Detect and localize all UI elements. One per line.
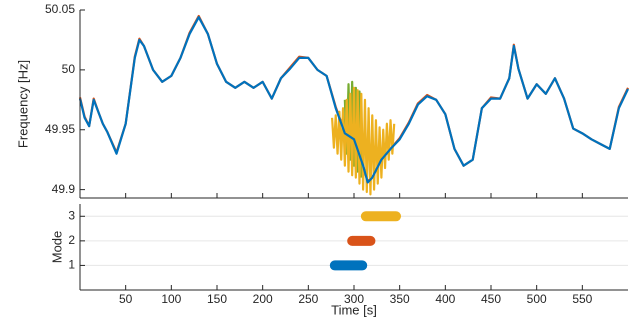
y-tick-label: 3 (68, 208, 75, 222)
x-tick-label: 350 (390, 292, 410, 306)
x-tick-label: 500 (527, 292, 547, 306)
y-tick-label: 49.95 (45, 122, 75, 136)
y-tick-label: 50.05 (45, 2, 75, 16)
series-line (78, 16, 629, 184)
x-tick-label: 550 (572, 292, 592, 306)
x-tick-label: 50 (119, 292, 133, 306)
y-tick-label: 50 (62, 62, 76, 76)
y-tick-label: 49.9 (52, 182, 76, 196)
x-tick-label: 450 (481, 292, 501, 306)
y-axis-label: Mode (49, 231, 64, 264)
frequency-plot: 49.9 49.95 50 50.05 (45, 2, 629, 199)
y-tick-label: 1 (68, 258, 75, 272)
y-tick-label: 2 (68, 233, 75, 247)
x-tick-label: 100 (161, 292, 181, 306)
x-axis-label: Time [s] (331, 302, 377, 317)
x-tick-label: 200 (253, 292, 273, 306)
x-tick-label: 400 (435, 292, 455, 306)
x-tick-label: 250 (298, 292, 318, 306)
y-axis-label: Frequency [Hz] (15, 60, 30, 148)
x-tick-label: 150 (207, 292, 227, 306)
x-tick-label: 300 (344, 292, 364, 306)
